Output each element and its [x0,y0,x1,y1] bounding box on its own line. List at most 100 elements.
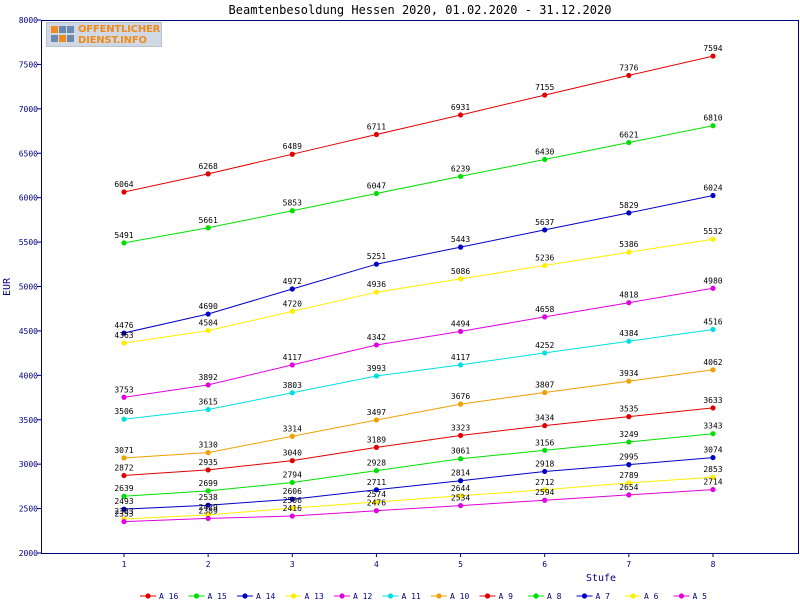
plot-frame [41,20,799,554]
data-point-A_14 [373,261,380,267]
data-point-A_5 [542,497,548,503]
data-point-A_5 [373,508,380,514]
data-label-A_5: 2654 [619,483,638,492]
legend-label: A_10 [450,592,469,600]
data-point-A_16 [710,53,716,59]
data-label-A_11: 4117 [451,353,470,362]
data-label-A_6: 2383 [114,507,133,516]
data-point-A_10 [121,455,127,461]
y-tick-label: 3500 [19,416,38,425]
series-line-A_8 [123,433,714,497]
data-label-A_8: 2639 [114,484,133,493]
data-label-A_7: 2995 [619,453,638,462]
data-point-A_11 [710,326,716,333]
y-tick-label: 5000 [19,283,38,292]
data-point-A_9 [121,472,127,479]
data-label-A_5: 2476 [367,499,386,508]
y-tick-label: 6500 [19,149,38,158]
data-point-A_12 [205,382,211,388]
data-label-A_16: 7155 [535,83,554,92]
logo-square-blue [67,35,74,42]
y-tick-label: 3000 [19,460,38,469]
data-label-A_12: 3753 [114,385,133,394]
logo-square-orange [59,35,66,42]
data-label-A_9: 3189 [367,435,386,444]
data-label-A_6: 2429 [199,503,218,512]
y-axis-ticks: 2000 2500 3000 3500 4000 4500 5000 5500 6000 6500… [19,16,41,558]
data-label-A_8: 2699 [199,479,218,488]
data-point-A_11 [289,390,295,396]
data-point-A_12 [626,300,632,306]
data-point-A_15 [542,156,548,163]
data-label-A_16: 7594 [703,44,722,53]
data-point-A_6 [205,512,211,518]
data-label-A_13: 4363 [114,331,133,340]
data-point-A_15 [205,225,211,231]
data-label-A_7: 2711 [367,478,386,487]
data-label-A_7: 2538 [199,493,218,502]
data-label-A_15: 5661 [199,216,218,225]
data-label-A_10: 3807 [535,380,554,389]
data-label-A_5: 2416 [283,504,302,513]
legend-marker [290,593,297,599]
data-label-A_10: 3071 [114,446,133,455]
data-point-A_10 [542,389,548,396]
x-tick-label: 6 [542,560,547,569]
x-axis-label: Stufe [586,573,616,584]
legend-marker [533,593,539,599]
data-label-A_10: 3130 [199,441,218,450]
data-point-A_6 [373,499,380,505]
legend-label: A_7 [596,592,611,600]
y-tick-label: 4500 [19,327,38,336]
data-point-A_6 [710,474,716,480]
legend-label: A_15 [208,592,227,600]
x-tick-label: 7 [626,560,631,569]
data-point-A_9 [289,458,295,464]
x-tick-label: 2 [206,560,211,569]
y-tick-label: 8000 [19,16,38,25]
data-label-A_9: 3434 [535,414,554,423]
series-line-A_7 [123,457,714,510]
series-line-A_13 [123,238,714,344]
data-label-A_12: 4818 [619,291,638,300]
data-point-A_5 [457,502,464,509]
data-label-A_9: 3633 [703,396,722,405]
data-point-A_11 [205,406,211,413]
data-point-A_6 [457,493,464,499]
legend-label: A_13 [305,592,324,600]
data-point-A_13 [205,327,211,334]
data-label-A_11: 3615 [199,398,218,407]
data-label-A_14: 5829 [619,201,638,210]
data-label-A_11: 4252 [535,341,554,350]
data-point-A_15 [373,190,380,197]
data-label-A_10: 3676 [451,392,470,401]
data-point-A_14 [710,192,716,199]
legend-marker [242,593,248,599]
x-tick-label: 5 [458,560,463,569]
data-point-A_10 [710,367,716,373]
series-line-A_9 [123,407,714,476]
data-point-A_16 [542,92,548,98]
legend-marker [436,593,442,599]
data-point-A_16 [457,112,464,118]
data-point-A_5 [289,513,295,519]
data-label-A_6: 2789 [619,471,638,480]
y-tick-label: 4000 [19,371,38,380]
legend-marker [630,593,636,599]
data-label-A_15: 6239 [451,164,470,173]
data-point-A_15 [457,173,464,180]
x-axis-ticks: 1 2 3 4 5 6 7 8 [122,553,716,569]
data-point-A_5 [710,486,716,493]
chart-title: Beamtenbesoldung Hessen 2020, 01.02.2020… [229,3,612,17]
data-point-A_7 [121,506,127,512]
data-point-A_13 [289,308,295,314]
data-label-A_11: 4384 [619,329,638,338]
legend-label: A_9 [499,592,514,600]
data-point-A_11 [457,362,464,368]
data-label-A_14: 4476 [114,321,133,330]
data-label-A_10: 3497 [367,408,386,417]
data-point-A_14 [542,227,548,233]
data-label-A_11: 4516 [703,317,722,326]
logo-line-2: DIENST.INFO [78,35,147,46]
data-point-A_12 [710,285,716,291]
